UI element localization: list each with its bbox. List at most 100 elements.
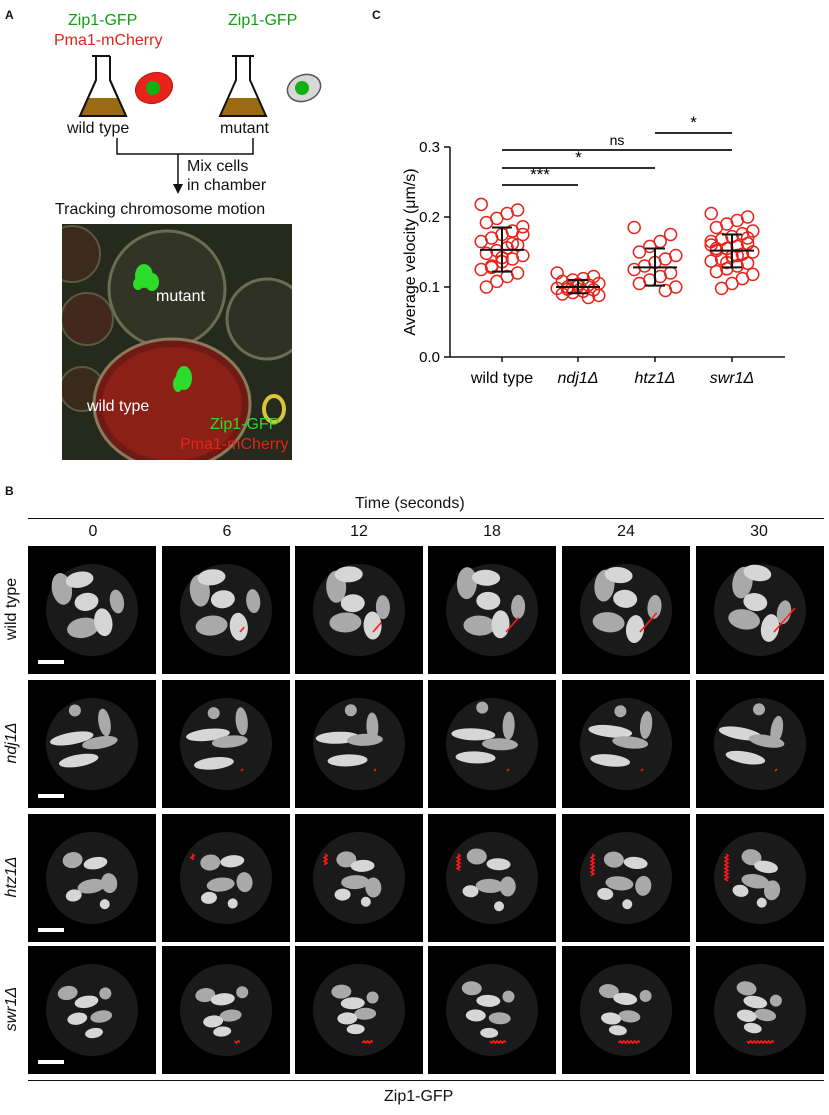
time-label-30: 30 [750, 523, 768, 540]
chromosome-signal [195, 615, 228, 636]
chromosome-signal [743, 995, 768, 1009]
chromosome-signal [741, 849, 762, 866]
chromosome-signal [334, 566, 363, 583]
chromosome-signal [618, 1010, 641, 1023]
footer-label: Zip1-GFP [384, 1088, 454, 1105]
tracking-title: Tracking chromosome motion [55, 201, 266, 218]
data-point [516, 227, 530, 242]
chromosome-signal [623, 856, 648, 870]
chromosome-signal [236, 986, 249, 999]
flask-schematic [78, 55, 322, 117]
chromosome-signal [754, 860, 778, 874]
img-zip1-label: Zip1-GFP [210, 416, 280, 433]
tracking-trace [639, 612, 658, 633]
y-tick-label: 0.1 [419, 279, 440, 296]
chromosome-signal [760, 614, 780, 642]
tracking-trace [589, 853, 596, 877]
nucleus-halo [46, 964, 138, 1056]
time-header: Time (seconds) [355, 495, 465, 512]
chromosome-signal [451, 728, 496, 741]
x-tick-label: htz1Δ [635, 370, 676, 387]
chromosome-signal [488, 1012, 511, 1025]
img-pma1-label: Pma1-mCherry [180, 436, 289, 453]
tracking-trace [617, 1039, 641, 1045]
chromosome-signal [346, 1024, 365, 1035]
row-label-swr1: swr1Δ [3, 986, 20, 1032]
footer-rule [28, 1080, 824, 1081]
chromosome-signal [98, 708, 111, 737]
down-arrow-icon [173, 184, 183, 194]
chromosome-signal [360, 896, 371, 907]
scale-bar [38, 794, 64, 798]
timelapse-tile [428, 946, 556, 1074]
chromosome-signal [337, 1012, 358, 1025]
nucleus-halo [46, 564, 138, 656]
y-tick-label: 0.2 [419, 209, 440, 226]
significance-label: * [575, 148, 582, 167]
chromosome-signal [597, 887, 614, 900]
chromosome-signal [770, 715, 784, 744]
mix-line2: in chamber [187, 177, 267, 194]
timelapse-tile [428, 546, 556, 674]
timelapse-tile [162, 946, 290, 1074]
timelapse-tile [696, 814, 824, 942]
chromosome-signal [462, 885, 479, 898]
data-point [704, 206, 718, 221]
chromosome-signal [203, 1015, 224, 1028]
chromosome-signal [77, 878, 106, 894]
chromosome-signal [207, 707, 220, 720]
scale-bar [38, 1060, 64, 1064]
nucleus-halo [46, 832, 138, 924]
chromosome-signal [502, 711, 515, 740]
mutant-chromosome-signal [133, 264, 159, 291]
chromosome-signal [604, 566, 633, 584]
chromosome-signal [354, 1007, 377, 1020]
chromosome-signal [99, 987, 112, 1000]
chromosome-signal [210, 590, 235, 609]
chromosome-signal [466, 848, 487, 865]
x-tick-label: wild type [470, 370, 533, 387]
img-wt-label: wild type [87, 398, 150, 415]
data-point [740, 256, 755, 270]
chromosome-signal [65, 571, 94, 588]
y-tick-label: 0.0 [419, 349, 440, 366]
tracking-trace [505, 617, 520, 633]
data-point [704, 254, 718, 268]
tracking-trace [239, 626, 245, 633]
chromosome-signal [236, 872, 253, 893]
chromosome-signal [206, 877, 235, 892]
time-label-6: 6 [222, 523, 232, 540]
chromosome-signal [463, 615, 496, 636]
scale-bar [38, 928, 64, 932]
chromosome-signal [68, 704, 81, 717]
chromosome-signal [491, 610, 510, 639]
data-point [632, 245, 647, 259]
y-axis-label: Average velocity (μm/s) [402, 168, 419, 335]
timelapse-tile [162, 680, 290, 808]
chromosome-signal [476, 591, 501, 610]
chromosome-signal [732, 884, 749, 897]
chromosome-signal [482, 738, 518, 751]
chromosome-signal [210, 993, 235, 1006]
data-point [627, 220, 641, 235]
tracking-trace [774, 768, 778, 772]
data-point [505, 252, 520, 266]
chromosome-signal [499, 876, 516, 897]
chromosome-signal [366, 991, 379, 1004]
chromosome-signal [603, 851, 624, 868]
data-point [479, 280, 494, 294]
chromosome-signal [592, 612, 625, 633]
timelapse-tile [162, 814, 290, 942]
chromosome-signal [62, 852, 83, 869]
chromosome-signal [639, 989, 652, 1002]
timelapse-tile [28, 546, 156, 674]
chromosome-signal [90, 1010, 113, 1023]
timelapse-tile [696, 680, 824, 808]
wt-zip1-label: Zip1-GFP [68, 12, 138, 29]
chromosome-signal [647, 595, 662, 619]
scale-bar [38, 660, 64, 664]
chromosome-signal [213, 1026, 232, 1037]
tracking-trace [234, 1039, 241, 1045]
chromosome-signal [776, 600, 792, 625]
